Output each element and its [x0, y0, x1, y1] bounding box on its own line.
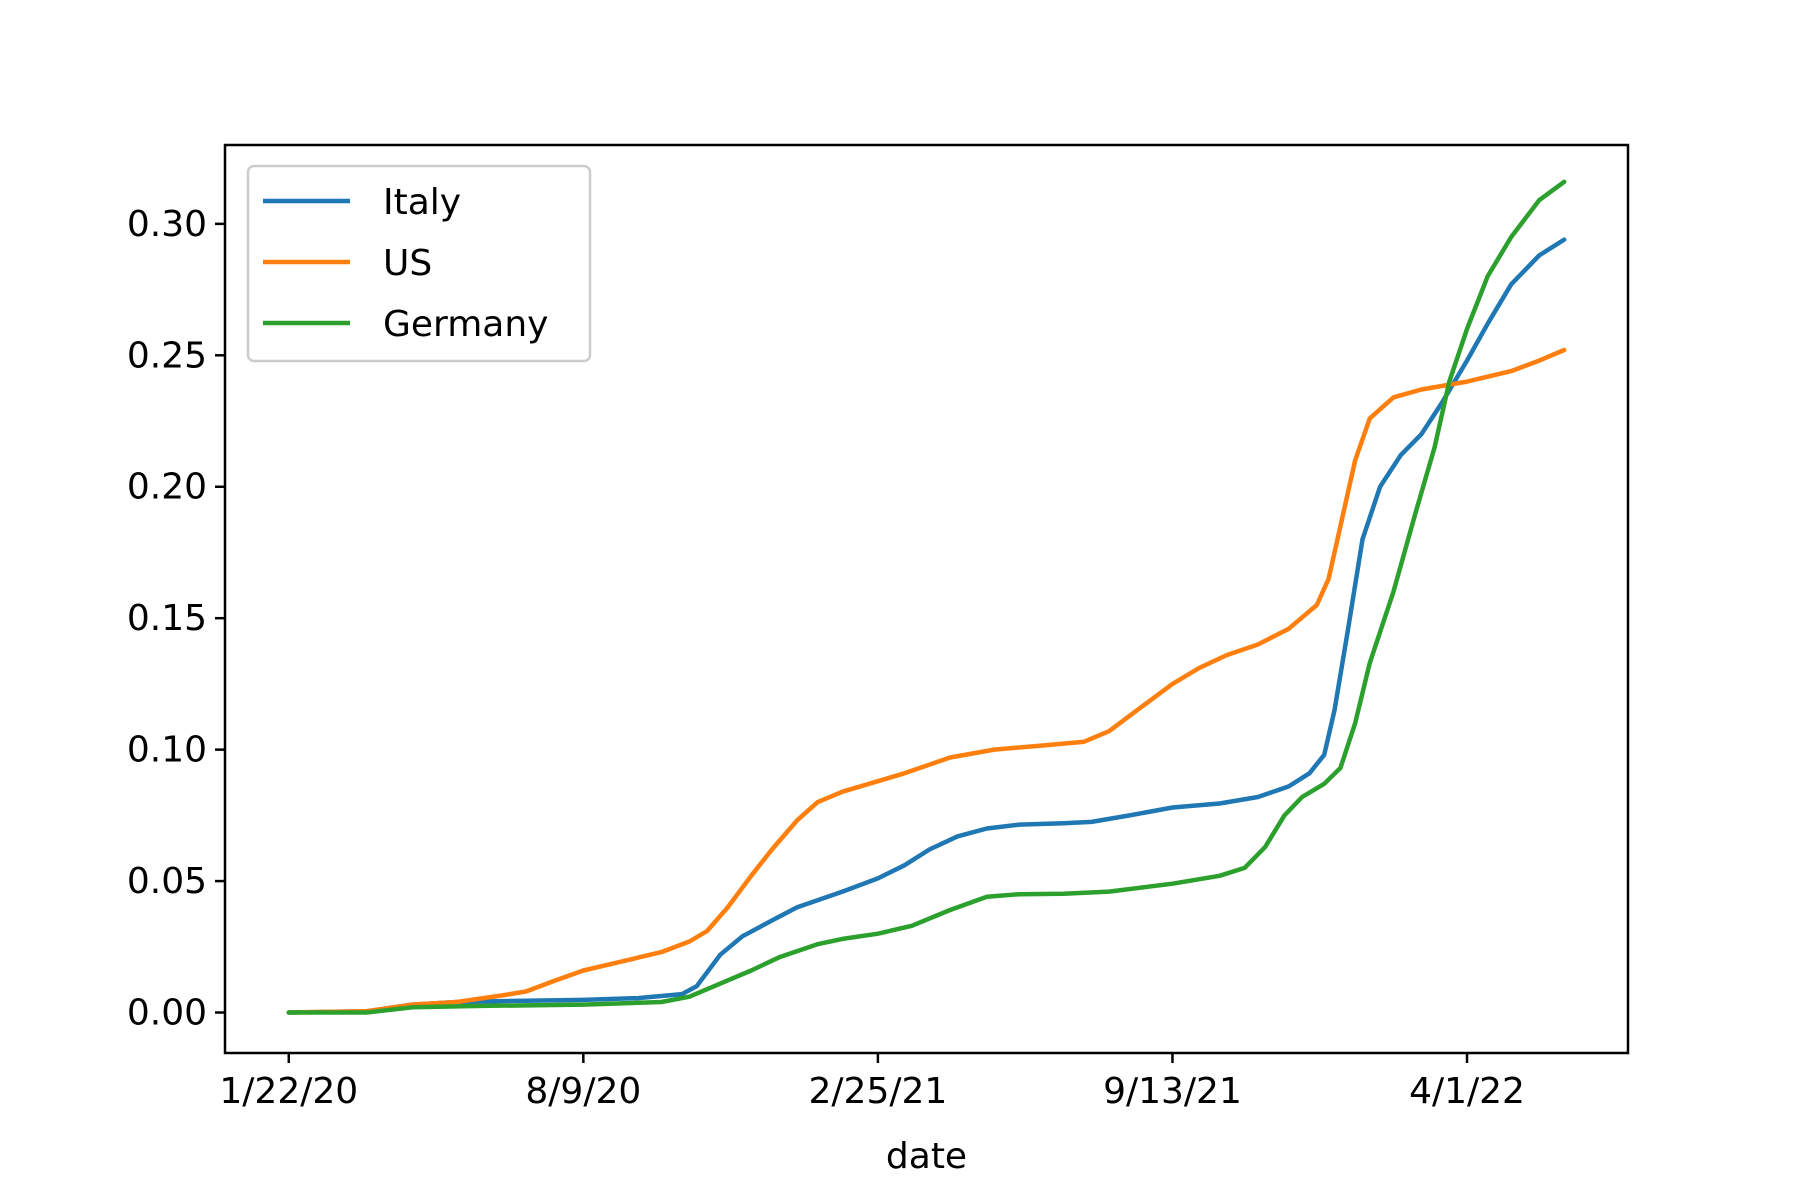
x-tick-label: 1/22/20	[219, 1071, 358, 1112]
plot-frame	[223, 143, 1630, 1055]
y-tick-label: 0.15	[127, 598, 207, 639]
y-tick-label: 0.10	[127, 730, 207, 771]
legend-box	[246, 164, 592, 363]
x-axis-label: date	[886, 1136, 967, 1177]
x-tick-label: 9/13/21	[1103, 1071, 1242, 1112]
x-tick-label: 4/1/22	[1409, 1071, 1525, 1112]
x-tick-label: 2/25/21	[809, 1071, 948, 1112]
series-line-germany	[286, 179, 1567, 1015]
x-tick-label: 8/9/20	[525, 1071, 641, 1112]
y-tick-label: 0.25	[127, 335, 207, 376]
y-tick-label: 0.00	[127, 993, 207, 1034]
x-axis: 1/22/20 8/9/20 2/25/21 9/13/21 4/1/22	[219, 1053, 1525, 1112]
y-tick-label: 0.30	[127, 204, 207, 245]
y-tick-label: 0.20	[127, 467, 207, 508]
legend-label-italy: Italy	[383, 182, 461, 223]
series-line-us	[286, 347, 1567, 1015]
series-layer	[286, 179, 1567, 1015]
legend-label-us: US	[383, 243, 432, 284]
y-axis: 0.00 0.05 0.10 0.15 0.20 0.25 0.30	[127, 204, 225, 1034]
y-tick-label: 0.05	[127, 861, 207, 902]
series-line-italy	[286, 237, 1567, 1015]
legend: Italy US Germany	[246, 164, 592, 363]
legend-label-germany: Germany	[383, 304, 548, 345]
